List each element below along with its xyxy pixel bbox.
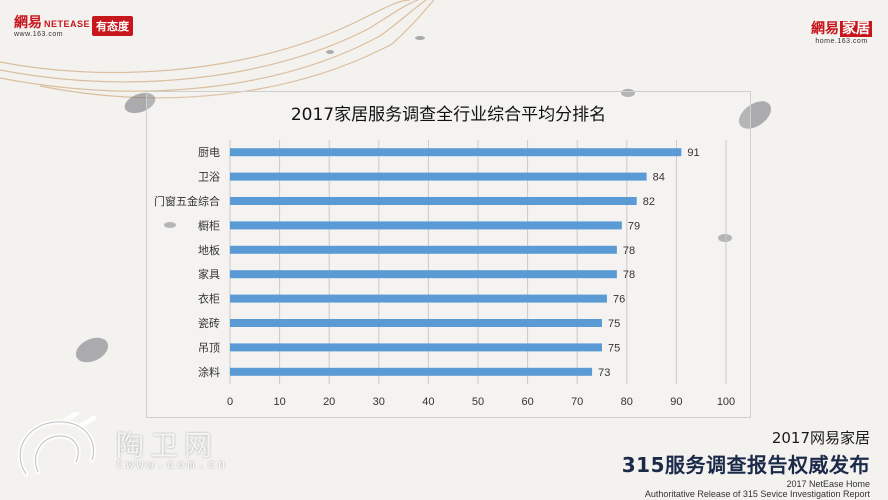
data-label: 91 [687, 147, 699, 159]
bar-瓷砖 [230, 319, 602, 327]
data-label: 79 [628, 220, 640, 232]
category-label: 厨电 [198, 146, 220, 159]
netease-logo-en: NETEASE [44, 19, 91, 29]
chart-title: 2017家居服务调查全行业综合平均分排名 [290, 105, 607, 125]
category-label: 门窗五金综合 [154, 194, 220, 208]
x-tick-label: 50 [472, 396, 484, 408]
category-label: 地板 [198, 243, 220, 257]
report-footer: 2017网易家居 315服务调查报告权威发布 2017 NetEase Home… [622, 427, 870, 499]
watermark-title: 陶卫网 [116, 429, 219, 462]
bar-橱柜 [230, 221, 622, 230]
category-label: 吊顶 [198, 341, 220, 354]
x-tick-label: 90 [670, 396, 682, 408]
netease-url: www.163.com [14, 31, 64, 38]
data-label: 84 [653, 172, 665, 184]
data-label: 78 [623, 245, 635, 257]
chart-panel: 2017家居服务调查全行业综合平均分排名 0 10 20 30 40 50 60 70 80 90… [146, 91, 751, 418]
x-tick-label: 60 [521, 396, 533, 408]
category-label: 瓷砖 [198, 316, 220, 330]
x-tick-label: 10 [273, 396, 285, 408]
category-label: 衣柜 [198, 292, 220, 306]
x-tick-label: 80 [621, 396, 633, 408]
netease-logo-cn: 網易 [14, 15, 42, 31]
bar-涂料 [230, 367, 593, 376]
x-tick-label: 30 [373, 396, 385, 408]
bar-家具 [230, 270, 617, 279]
netease-home-logo[interactable]: 網易 家居 home.163.com [811, 18, 872, 45]
category-label: 橱柜 [198, 218, 220, 232]
data-label: 78 [623, 269, 635, 281]
watermark-url: twww.com.cn [116, 458, 229, 472]
data-label: 82 [643, 196, 655, 208]
bar-chart: 0 10 20 30 40 50 60 70 80 90 100 厨电 91 卫浴 84 门窗五金综合 82 橱柜… [154, 140, 735, 408]
attitude-badge: 有态度 [92, 16, 133, 36]
footer-headline: 315服务调查报告权威发布 [621, 453, 870, 477]
x-tick-label: 70 [571, 396, 583, 408]
netease-logo[interactable]: 網易 NETEASE www.163.com [14, 12, 90, 38]
data-label: 75 [608, 342, 620, 354]
x-tick-label: 0 [227, 396, 233, 408]
bar-厨电 [230, 148, 682, 157]
footer-line-1: 2017网易家居 [771, 429, 870, 447]
dragon-watermark-icon [17, 412, 97, 477]
category-label: 卫浴 [198, 171, 220, 184]
netease-home-logo-boxed: 家居 [840, 21, 872, 37]
bar-地板 [230, 245, 617, 254]
x-tick-label: 100 [717, 396, 735, 408]
footer-line-3: 2017 NetEase Home [786, 479, 870, 489]
data-label: 76 [613, 294, 625, 306]
category-label: 家具 [198, 267, 220, 281]
bar-卫浴 [230, 172, 647, 181]
bar-门窗五金综合 [230, 197, 637, 205]
bar-衣柜 [230, 294, 607, 303]
data-label: 75 [608, 318, 620, 330]
x-tick-label: 40 [422, 396, 434, 408]
data-label: 73 [598, 367, 610, 379]
netease-home-logo-cn: 網易 [811, 21, 839, 37]
bar-吊顶 [230, 343, 602, 352]
netease-home-url: home.163.com [815, 38, 868, 45]
x-tick-label: 20 [323, 396, 335, 408]
category-label: 涂料 [198, 365, 220, 379]
footer-line-4: Authoritative Release of 315 Sevice Inve… [644, 489, 870, 499]
